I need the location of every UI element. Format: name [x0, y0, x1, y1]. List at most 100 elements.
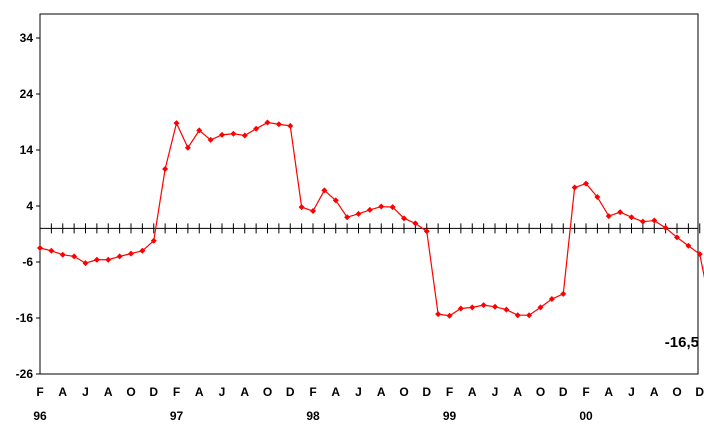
x-month-label: A — [604, 385, 613, 399]
data-point — [696, 251, 703, 258]
data-point — [150, 237, 157, 244]
x-month-label: D — [422, 385, 431, 399]
data-point — [662, 224, 669, 231]
data-point — [548, 295, 555, 302]
x-month-label: J — [492, 385, 499, 399]
data-point — [344, 214, 351, 221]
data-point — [219, 131, 225, 138]
x-month-label: F — [36, 385, 43, 399]
data-point — [583, 180, 589, 187]
data-point — [207, 136, 214, 143]
x-month-label: D — [559, 385, 568, 399]
data-point — [605, 213, 612, 220]
x-month-label: F — [309, 385, 316, 399]
data-point — [162, 166, 169, 173]
data-point — [685, 242, 692, 249]
data-point — [241, 132, 248, 139]
data-point — [71, 253, 78, 260]
x-month-label: D — [286, 385, 295, 399]
x-month-label: O — [399, 385, 408, 399]
y-tick-label: 4 — [26, 199, 33, 213]
x-month-label: A — [377, 385, 386, 399]
x-month-label: J — [355, 385, 362, 399]
x-month-label: F — [446, 385, 453, 399]
data-point — [59, 251, 66, 258]
x-month-label: A — [195, 385, 204, 399]
x-month-label: O — [263, 385, 272, 399]
data-point — [526, 312, 533, 319]
y-tick-label: -6 — [22, 255, 33, 269]
x-month-label: A — [331, 385, 340, 399]
x-month-label: O — [536, 385, 545, 399]
x-month-label: D — [695, 385, 704, 399]
x-year-label: 00 — [579, 409, 593, 423]
data-point — [457, 305, 464, 312]
x-month-label: D — [149, 385, 158, 399]
x-year-label: 96 — [33, 409, 47, 423]
data-point — [253, 125, 260, 132]
data-point — [423, 228, 430, 235]
data-point — [594, 194, 601, 201]
x-year-label: 97 — [170, 409, 184, 423]
data-point — [446, 312, 453, 319]
data-point — [639, 218, 646, 225]
data-point — [287, 122, 294, 129]
data-point — [48, 247, 55, 254]
y-tick-label: 24 — [20, 87, 34, 101]
x-month-label: J — [219, 385, 226, 399]
data-point — [435, 311, 442, 318]
x-month-label: A — [104, 385, 113, 399]
x-month-label: A — [650, 385, 659, 399]
data-label: -16,5 — [665, 334, 699, 351]
x-axis: FAJAODFAJAODFAJAODFAJAODFAJAODF969798990… — [33, 223, 704, 423]
series — [37, 119, 704, 319]
x-year-label: 99 — [443, 409, 457, 423]
data-point — [105, 256, 112, 263]
data-point — [184, 144, 191, 151]
x-year-label: 98 — [306, 409, 320, 423]
data-point — [196, 127, 203, 134]
data-point — [480, 302, 487, 309]
data-point — [321, 187, 328, 194]
data-point — [230, 130, 237, 137]
x-month-label: A — [468, 385, 477, 399]
y-axis: 34 24 14 4 -6 -16 -26 — [16, 13, 699, 381]
data-point — [275, 121, 282, 128]
data-point — [378, 203, 385, 210]
data-point — [355, 210, 362, 217]
data-point — [674, 234, 680, 241]
data-point — [492, 303, 498, 310]
data-point — [537, 304, 544, 311]
y-tick-label: -16 — [16, 311, 34, 325]
data-point — [628, 214, 635, 221]
data-point — [514, 312, 521, 319]
data-point — [310, 208, 316, 215]
data-point — [173, 120, 180, 127]
data-point — [139, 247, 146, 254]
data-point — [264, 119, 271, 126]
data-point — [93, 256, 100, 263]
y-tick-label: -26 — [16, 367, 34, 381]
data-point — [82, 260, 89, 267]
data-point — [651, 217, 658, 224]
x-month-label: J — [82, 385, 89, 399]
data-point — [571, 184, 578, 191]
y-tick-label: 34 — [20, 31, 34, 45]
data-point — [412, 220, 419, 227]
series-line — [39, 121, 704, 317]
data-point — [298, 204, 305, 211]
data-point — [366, 206, 373, 213]
x-month-label: O — [672, 385, 681, 399]
data-point — [560, 290, 567, 297]
annotations: -16,5 — [665, 334, 699, 351]
data-point — [503, 306, 510, 313]
data-point — [617, 209, 624, 216]
data-point — [116, 253, 123, 260]
x-month-label: A — [513, 385, 522, 399]
x-month-label: O — [126, 385, 135, 399]
data-point — [401, 215, 407, 222]
data-point — [469, 304, 476, 311]
y-tick-label: 14 — [20, 143, 34, 157]
data-point — [389, 204, 396, 211]
